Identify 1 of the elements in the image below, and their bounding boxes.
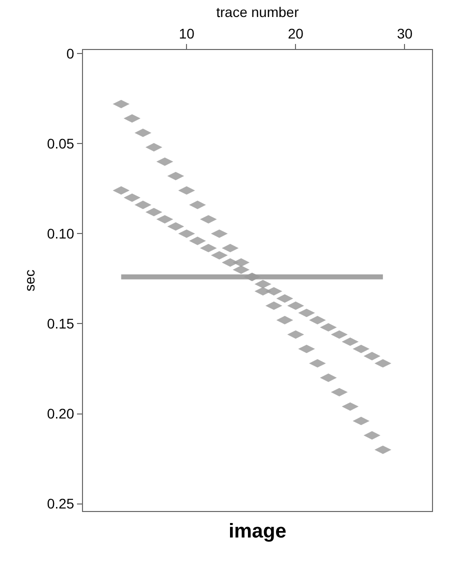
x-tick-label: 30 [396,25,413,42]
